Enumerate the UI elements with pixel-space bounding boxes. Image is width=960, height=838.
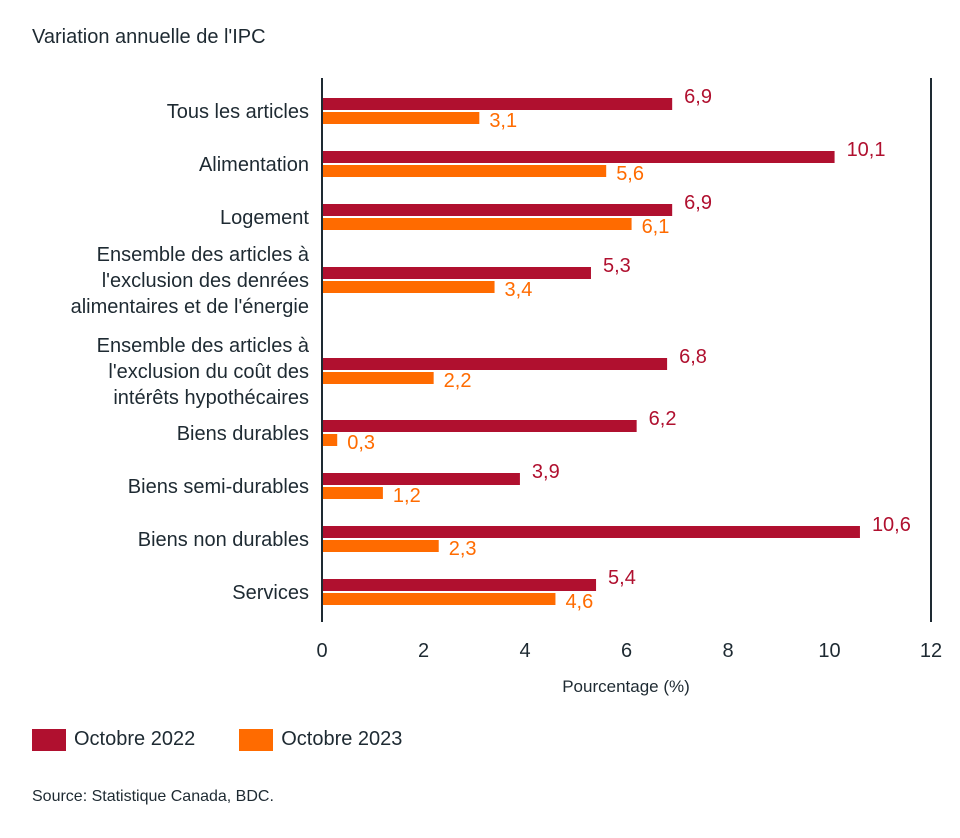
bar-2022-0 [322, 98, 673, 110]
legend-item-2022: Octobre 2022 [32, 728, 195, 751]
bar-2022-2 [322, 204, 673, 216]
value-label-2022-4: 6,8 [679, 346, 707, 368]
bar-2023-5 [322, 434, 338, 446]
x-tick-labels: 0 2 4 6 8 10 12 [316, 640, 942, 662]
category-label-7: Biens non durables [138, 529, 309, 551]
bar-2022-1 [322, 151, 835, 163]
bar-2023-1 [322, 165, 607, 177]
bar-2022-3 [322, 267, 591, 279]
bar-2023-7 [322, 540, 439, 552]
bar-2022-7 [322, 526, 860, 538]
value-label-2023-5: 0,3 [347, 432, 375, 454]
legend-swatch-2023 [239, 728, 274, 751]
source-note: Source: Statistique Canada, BDC. [32, 788, 274, 805]
legend: Octobre 2022 Octobre 2023 [32, 728, 402, 751]
value-label-2022-5: 6,2 [649, 408, 677, 430]
value-label-2023-1: 5,6 [616, 163, 644, 185]
value-label-2023-7: 2,3 [449, 538, 477, 560]
x-tick-label-6: 6 [621, 640, 632, 662]
value-label-2023-8: 4,6 [565, 591, 593, 613]
category-label-8: Services [232, 582, 309, 604]
x-tick-label-0: 0 [316, 640, 327, 662]
value-label-2023-6: 1,2 [393, 485, 421, 507]
category-label-2: Logement [220, 207, 309, 229]
labels-group: 6,9 3,1 Tous les articles 10,1 5,6 Alimentati… [71, 86, 911, 613]
value-label-2022-3: 5,3 [603, 255, 631, 277]
bar-2023-4 [322, 372, 434, 384]
legend-swatch-2022 [32, 728, 66, 751]
value-label-2023-2: 6,1 [642, 216, 670, 238]
bar-2022-6 [322, 473, 520, 485]
value-label-2022-6: 3,9 [532, 461, 560, 483]
value-label-2023-4: 2,2 [444, 370, 472, 392]
bar-2023-2 [322, 218, 632, 230]
bar-2023-0 [322, 112, 480, 124]
category-label-3: Ensemble des articles à l'exclusion des d… [71, 244, 310, 318]
value-label-2023-0: 3,1 [489, 110, 517, 132]
category-label-5: Biens durables [177, 423, 309, 445]
category-label-4: Ensemble des articles à l'exclusion du co… [97, 335, 310, 409]
bar-2023-8 [322, 593, 556, 605]
bar-2022-4 [322, 358, 668, 370]
bar-2023-3 [322, 281, 495, 293]
value-label-2022-2: 6,9 [684, 192, 712, 214]
category-label-1: Alimentation [199, 154, 309, 176]
x-tick-label-12: 12 [920, 640, 942, 662]
category-label-6: Biens semi-durables [128, 476, 309, 498]
value-label-2022-7: 10,6 [872, 514, 911, 536]
bar-chart: 6,9 3,1 Tous les articles 10,1 5,6 Alimentati… [71, 78, 942, 696]
value-label-2023-3: 3,4 [505, 279, 533, 301]
x-axis-title: Pourcentage (%) [562, 677, 690, 696]
x-tick-label-4: 4 [519, 640, 530, 662]
value-label-2022-0: 6,9 [684, 86, 712, 108]
value-label-2022-8: 5,4 [608, 567, 636, 589]
category-label-0: Tous les articles [167, 101, 309, 123]
bar-2023-6 [322, 487, 383, 499]
chart-title: Variation annuelle de l'IPC [32, 26, 266, 48]
x-tick-label-8: 8 [722, 640, 733, 662]
bars-group [322, 98, 860, 605]
x-tick-label-2: 2 [418, 640, 429, 662]
legend-label-2022: Octobre 2022 [74, 728, 196, 750]
x-tick-label-10: 10 [818, 640, 840, 662]
bar-2022-5 [322, 420, 637, 432]
legend-label-2023: Octobre 2023 [281, 728, 403, 750]
bar-2022-8 [322, 579, 597, 591]
legend-item-2023: Octobre 2023 [239, 728, 402, 751]
value-label-2022-1: 10,1 [847, 139, 886, 161]
